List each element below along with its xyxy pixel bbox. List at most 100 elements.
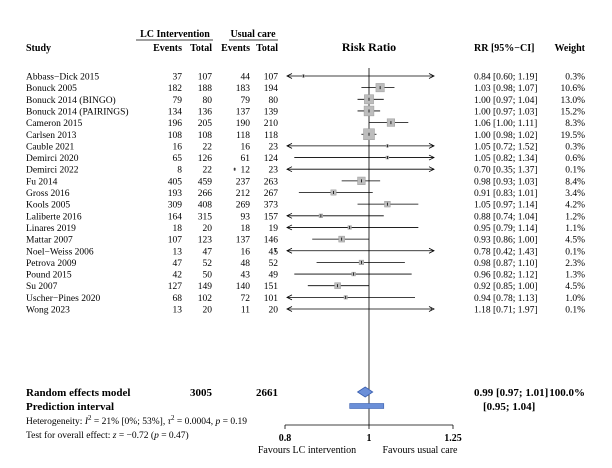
total-int: 188 — [198, 84, 213, 94]
events-ctl: 18 — [241, 224, 251, 234]
rr-ci-text: 1.00 [0.98; 1.02] — [474, 131, 538, 141]
control-group-header: Usual care — [230, 29, 276, 40]
weight-text: 0.1% — [565, 166, 585, 176]
total-ctl: 263 — [264, 177, 279, 187]
total-int: 50 — [203, 271, 213, 281]
total-ctl: 20 — [269, 306, 279, 316]
events-ctl: 43 — [241, 271, 251, 281]
events-ctl: 93 — [241, 212, 251, 222]
weight-text: 10.6% — [560, 84, 585, 94]
events-int: 108 — [168, 131, 183, 141]
total-int: 149 — [198, 282, 213, 292]
rr-ci-text: 0.92 [0.85; 1.00] — [474, 282, 538, 292]
total-int: 52 — [203, 259, 213, 269]
total-int: 47 — [203, 247, 213, 257]
favours-right-label: Favours usual care — [383, 445, 459, 456]
events-ctl: 16 — [241, 247, 251, 257]
intervention-group-header: LC Intervention — [140, 29, 210, 40]
study-rows: Abbass−Dick 2015 37 107 44 107 0.84 [0.60; 1.… — [26, 73, 585, 316]
study-name: Carlsen 2013 — [26, 131, 77, 141]
rr-ci-text: 1.05 [0.82; 1.34] — [474, 154, 538, 164]
ci-arrow-left — [286, 212, 293, 219]
total-ctl: 45 — [269, 247, 279, 257]
events-int: 134 — [168, 107, 183, 117]
total-int: 102 — [198, 294, 213, 304]
total-ctl: 267 — [264, 189, 279, 199]
rr-ci-text: 0.98 [0.87; 1.10] — [474, 259, 538, 269]
col-header-total-int: Total — [190, 43, 212, 54]
weight-text: 4.2% — [565, 201, 585, 211]
rr-ci-text: 1.00 [0.97; 1.03] — [474, 107, 538, 117]
weight-text: 3.4% — [565, 189, 585, 199]
events-int: 8 — [177, 166, 182, 176]
ci-arrow-left — [286, 224, 293, 231]
events-int: 405 — [168, 177, 183, 187]
weight-text: 0.3% — [565, 73, 585, 83]
plot-marks: 0.8 1 1.25 — [233, 68, 462, 444]
rr-ci-text: 0.78 [0.42; 1.43] — [474, 247, 538, 257]
total-int: 136 — [198, 107, 213, 117]
total-int: 20 — [203, 224, 213, 234]
study-name: Bonuck 2014 (PAIRINGS) — [26, 106, 129, 117]
pooled-weight: 100.0% — [549, 387, 585, 399]
rr-ci-text: 0.93 [0.86; 1.00] — [474, 236, 538, 246]
ci-arrow-right — [428, 73, 435, 79]
rr-ci-text: 0.88 [0.74; 1.04] — [474, 212, 538, 222]
x-tick-label: 1.25 — [444, 433, 462, 444]
study-name: Kools 2005 — [26, 201, 70, 211]
total-ctl: 157 — [264, 212, 279, 222]
total-ctl: 19 — [269, 224, 279, 234]
events-int: 16 — [173, 142, 183, 152]
total-int: 123 — [198, 236, 213, 246]
events-int: 182 — [168, 84, 183, 94]
rr-ci-text: 1.03 [0.98; 1.07] — [474, 84, 538, 94]
col-header-rr-ci: RR [95%−CI] — [474, 43, 534, 54]
weight-text: 8.3% — [565, 119, 585, 129]
events-int: 68 — [173, 294, 183, 304]
total-ctl: 124 — [264, 154, 279, 164]
rr-ci-text: 1.18 [0.71; 1.97] — [474, 306, 538, 316]
rr-ci-text: 0.94 [0.78; 1.13] — [474, 294, 538, 304]
weight-text: 1.0% — [565, 294, 585, 304]
events-int: 107 — [168, 236, 183, 246]
total-ctl: 146 — [264, 236, 279, 246]
weight-text: 8.4% — [565, 177, 585, 187]
ci-arrow-right — [428, 306, 435, 312]
chart-title: Risk Ratio — [342, 40, 396, 54]
weight-text: 1.2% — [565, 212, 585, 222]
total-ctl: 194 — [264, 84, 279, 94]
weight-text: 15.2% — [560, 107, 585, 117]
weight-text: 0.6% — [565, 154, 585, 164]
ci-arrow-left — [286, 306, 293, 312]
events-ctl: 12 — [241, 166, 251, 176]
col-header-total-ctl: Total — [256, 43, 278, 54]
pooled-total-int: 3005 — [190, 387, 213, 399]
events-ctl: 118 — [236, 131, 250, 141]
events-ctl: 237 — [236, 177, 251, 187]
ci-arrow-right — [428, 166, 435, 173]
weight-text: 19.5% — [560, 131, 585, 141]
total-int: 20 — [203, 306, 213, 316]
weight-text: 0.3% — [565, 142, 585, 152]
total-ctl: 101 — [264, 294, 279, 304]
total-ctl: 23 — [269, 166, 279, 176]
total-ctl: 151 — [264, 282, 279, 292]
events-ctl: 212 — [236, 189, 251, 199]
events-ctl: 72 — [241, 294, 251, 304]
total-ctl: 52 — [269, 259, 279, 269]
events-int: 18 — [173, 224, 183, 234]
study-name: Laliberte 2016 — [26, 212, 82, 222]
study-name: Wong 2023 — [26, 306, 70, 316]
events-int: 37 — [173, 73, 183, 83]
total-int: 107 — [198, 73, 213, 83]
heterogeneity-text: Heterogeneity: I2 = 21% [0%; 53%], τ2 = … — [26, 414, 247, 427]
pooled-diamond — [356, 386, 374, 398]
events-ctl: 140 — [236, 282, 251, 292]
study-name: Bonuck 2014 (BINGO) — [26, 95, 116, 106]
events-ctl: 16 — [241, 142, 251, 152]
events-int: 196 — [168, 119, 183, 129]
study-name: Fu 2014 — [26, 177, 58, 187]
events-int: 309 — [168, 201, 183, 211]
study-name: Su 2007 — [26, 282, 58, 292]
events-int: 47 — [173, 259, 183, 269]
